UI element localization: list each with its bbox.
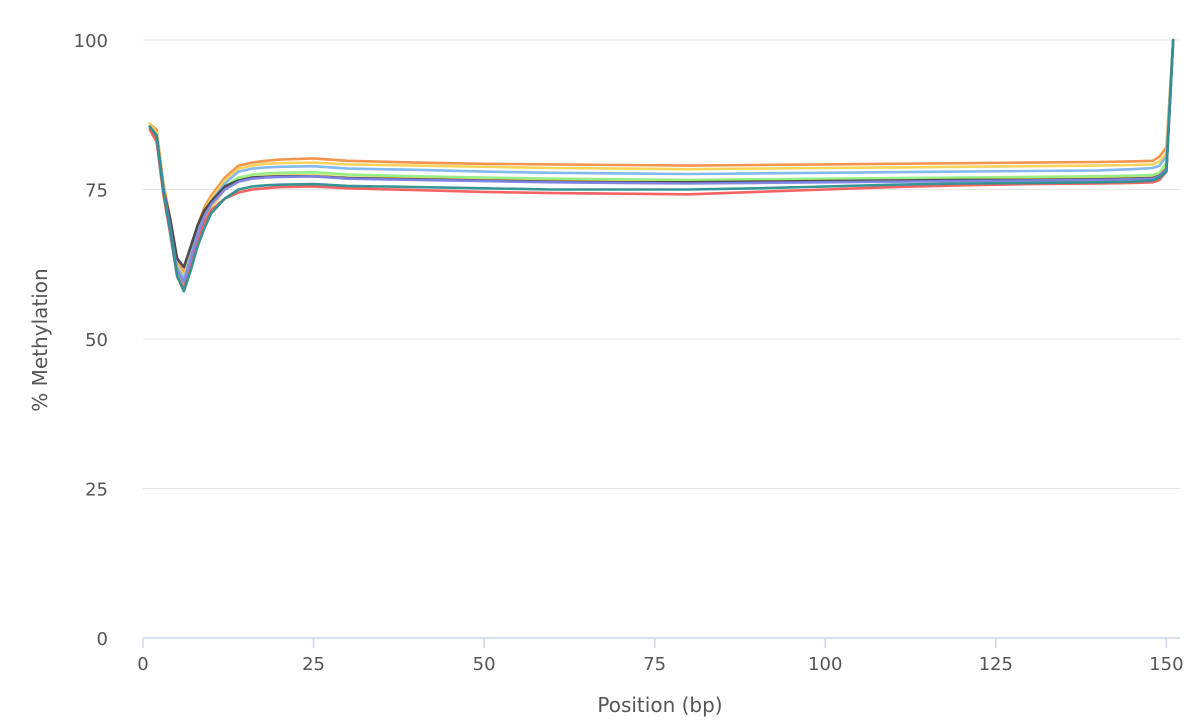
x-tick-label: 100 — [808, 654, 842, 675]
x-tick-label: 75 — [643, 654, 666, 675]
y-tick-label: 0 — [97, 629, 108, 650]
y-axis-title: % Methylation — [28, 268, 52, 411]
y-tick-label: 75 — [85, 181, 108, 202]
series-line-8 — [148, 38, 1175, 284]
axes: 0 25 50 75 100 0 25 50 75 100 125 150 — [74, 31, 1184, 675]
gridlines — [143, 39, 1180, 489]
y-tick-label: 25 — [85, 480, 108, 501]
series-line-4 — [148, 38, 1175, 284]
x-tick-label: 50 — [473, 654, 496, 675]
x-tick-label: 0 — [137, 654, 148, 675]
series-line-1 — [148, 38, 1175, 275]
series-line-9 — [148, 38, 1175, 293]
y-tick-label: 100 — [74, 31, 108, 52]
x-tick-label: 125 — [979, 654, 1013, 675]
x-tick-label: 150 — [1149, 654, 1183, 675]
y-tick-label: 50 — [85, 330, 108, 351]
series-line-6 — [148, 38, 1175, 269]
plot-area — [148, 38, 1175, 293]
x-tick-label: 25 — [302, 654, 325, 675]
x-axis-title: Position (bp) — [597, 693, 722, 717]
